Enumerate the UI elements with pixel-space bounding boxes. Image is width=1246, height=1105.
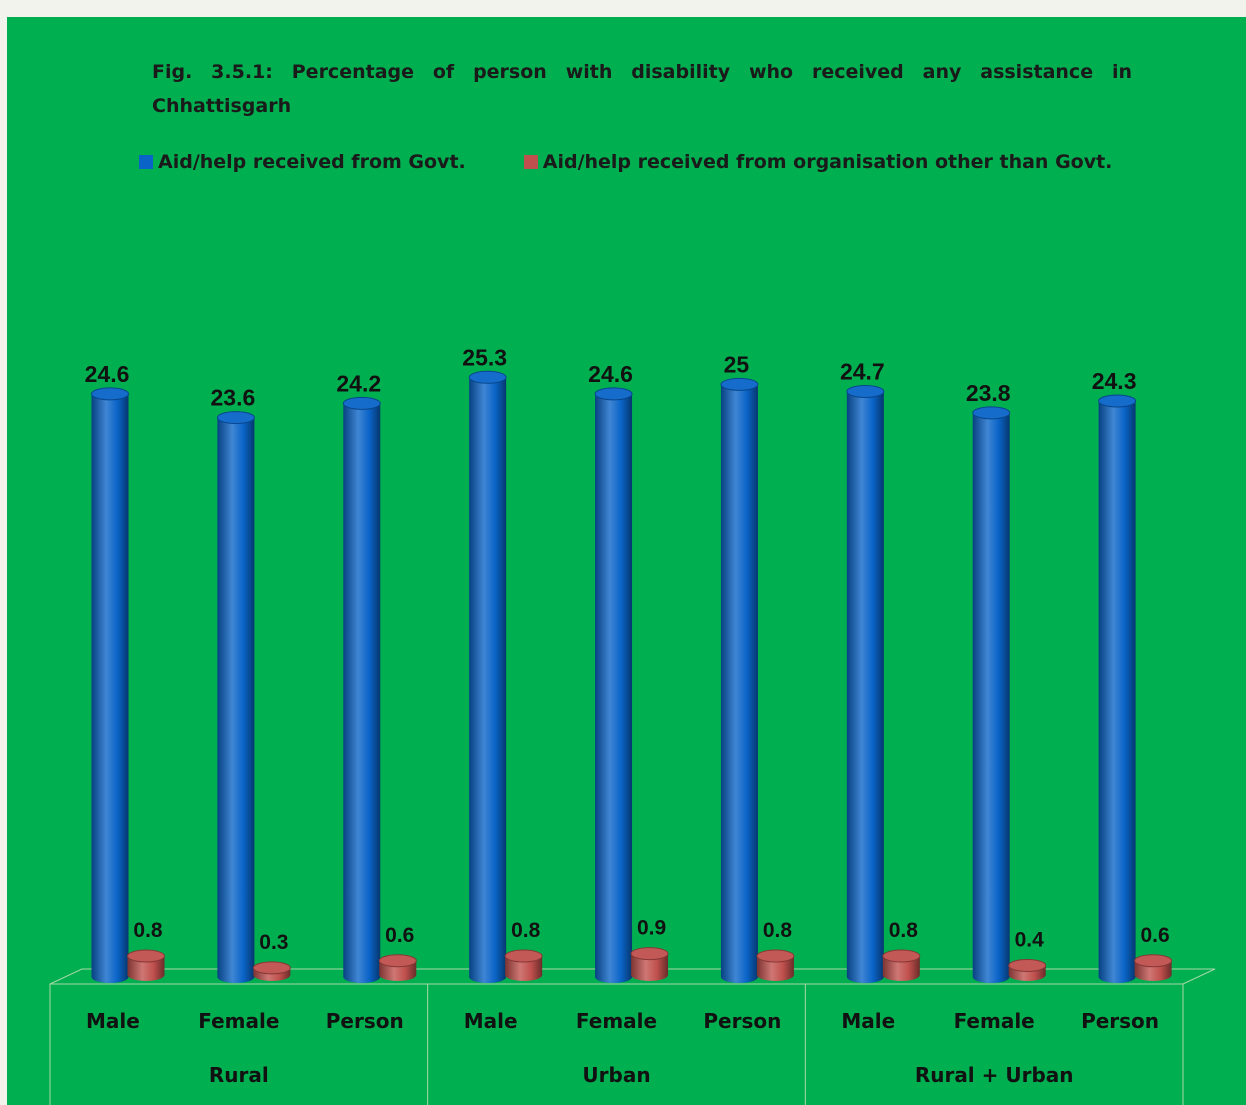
bar-body <box>846 391 884 984</box>
bar-body <box>91 393 129 984</box>
category-label: Male <box>464 1009 518 1033</box>
data-label: 23.8 <box>966 380 1011 406</box>
data-label: 0.9 <box>637 917 666 940</box>
bar-body <box>1098 401 1136 984</box>
bar-top <box>1008 959 1047 973</box>
data-label: 0.8 <box>889 919 919 942</box>
category-label: Person <box>326 1009 404 1033</box>
category-label: Male <box>841 1009 895 1033</box>
bar <box>594 387 633 984</box>
data-label: 24.2 <box>336 370 381 396</box>
bar-body <box>720 384 758 984</box>
bar-top <box>594 387 633 401</box>
bar <box>1098 394 1137 984</box>
data-label: 0.8 <box>763 919 793 942</box>
bar-top <box>1134 954 1173 968</box>
bar <box>91 387 129 984</box>
bar <box>756 949 795 981</box>
bar-body <box>972 412 1010 984</box>
category-label: Female <box>198 1009 279 1033</box>
bar-top <box>342 396 381 410</box>
data-label: 23.6 <box>211 385 256 411</box>
bar <box>342 396 381 984</box>
bar <box>972 406 1011 984</box>
bar <box>378 954 417 981</box>
data-label: 0.4 <box>1015 929 1045 952</box>
bar-top <box>630 947 669 961</box>
legend-label-govt: Aid/help received from Govt. <box>158 151 466 173</box>
legend-swatch-other <box>523 155 538 169</box>
chart-title: Fig. 3.5.1: Percentage of person with di… <box>152 61 1132 117</box>
bar-body <box>595 393 633 984</box>
bar <box>720 377 759 984</box>
data-label: 0.8 <box>133 919 163 942</box>
data-label: 25 <box>724 351 750 377</box>
data-label: 0.6 <box>1141 924 1170 947</box>
bar-body <box>756 956 794 981</box>
bar-top <box>216 411 255 425</box>
bar <box>127 949 165 981</box>
bar-top <box>127 949 165 963</box>
data-label: 24.6 <box>85 361 130 387</box>
bar-body <box>127 956 165 981</box>
bar <box>882 949 921 981</box>
bar <box>1008 959 1047 981</box>
bar-top <box>756 949 795 963</box>
bar-body <box>343 403 381 984</box>
category-label: Person <box>1081 1009 1159 1033</box>
bar <box>1134 954 1173 981</box>
bar-body <box>631 953 669 981</box>
category-label: Male <box>86 1009 140 1033</box>
category-label: Female <box>576 1009 657 1033</box>
data-label: 25.3 <box>462 344 507 370</box>
group-label: Urban <box>582 1063 650 1087</box>
bar <box>252 961 291 981</box>
bar-top <box>1098 394 1137 408</box>
bar <box>846 385 885 984</box>
bar-top <box>91 387 129 401</box>
data-label: 24.7 <box>840 359 885 385</box>
legend-item-other: Aid/help received from organisation othe… <box>523 151 1113 173</box>
bar <box>630 947 669 981</box>
bar-top <box>252 961 291 975</box>
data-label: 24.6 <box>588 361 633 387</box>
legend-item-govt: Aid/help received from Govt. <box>139 151 466 173</box>
data-label: 0.6 <box>385 924 414 947</box>
legend-swatch-govt <box>139 155 153 169</box>
data-label: 0.8 <box>511 919 541 942</box>
bar-body <box>217 417 255 984</box>
data-label: 0.3 <box>259 931 288 954</box>
bar <box>468 370 507 984</box>
bar-top <box>378 954 417 968</box>
bar-top <box>468 370 507 384</box>
bar-top <box>882 949 921 963</box>
legend: Aid/help received from Govt. Aid/help re… <box>139 147 1170 177</box>
bar-top <box>846 385 885 399</box>
data-label: 24.3 <box>1092 368 1137 394</box>
bar-body <box>505 956 543 982</box>
bar <box>504 949 543 982</box>
bar <box>216 411 255 984</box>
group-label: Rural <box>209 1063 269 1087</box>
bar-body <box>882 956 920 981</box>
group-label: Rural + Urban <box>915 1063 1074 1087</box>
bar-top <box>504 949 543 963</box>
bar-top <box>720 377 759 391</box>
category-label: Person <box>703 1009 781 1033</box>
category-label: Female <box>954 1009 1035 1033</box>
legend-label-other: Aid/help received from organisation othe… <box>542 151 1113 173</box>
bar-top <box>972 406 1011 420</box>
bar-body <box>469 377 507 984</box>
